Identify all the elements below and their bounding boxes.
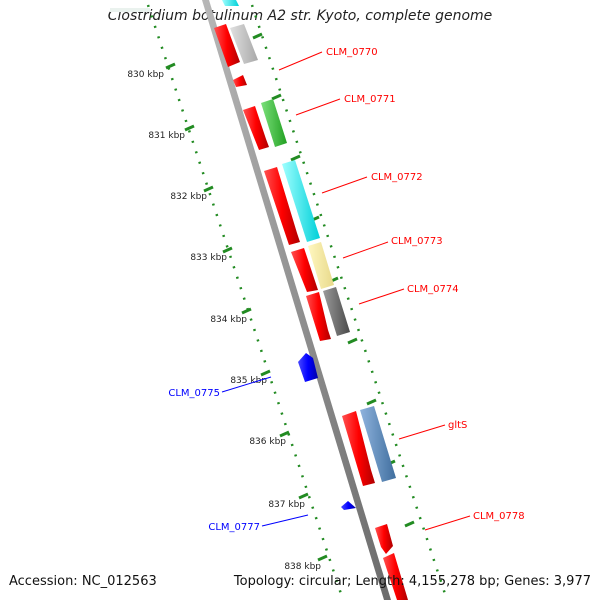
kbp-label: 831 kbp — [148, 131, 185, 141]
feature-green — [261, 99, 287, 147]
feature-gray — [323, 287, 350, 336]
cds-forward — [233, 75, 247, 87]
map-title: Clostridium botulinum A2 str. Kyoto, com… — [107, 8, 493, 24]
cds-reverse — [341, 501, 356, 510]
minor-ticks — [165, 32, 415, 562]
feature-steelblue — [360, 406, 396, 482]
kbp-label: 832 kbp — [170, 192, 207, 202]
cds-forward — [383, 553, 408, 600]
kbp-label: 833 kbp — [190, 253, 227, 263]
kbp-label: 838 kbp — [284, 562, 321, 572]
kbp-label: 835 kbp — [230, 376, 267, 386]
cds-forward — [264, 167, 300, 245]
feature-yellow — [308, 242, 334, 289]
accession-label: Accession: NC_012563 — [9, 574, 157, 589]
kbp-label: 830 kbp — [127, 70, 164, 80]
gene-label[interactable]: gltS — [448, 420, 467, 431]
cds-forward — [342, 411, 375, 486]
gene-label[interactable]: CLM_0770 — [326, 47, 378, 58]
gene-label[interactable]: CLM_0775 — [168, 388, 220, 399]
gene-label[interactable]: CLM_0774 — [407, 284, 459, 295]
kbp-label: 836 kbp — [249, 437, 286, 447]
gene-label[interactable]: CLM_0777 — [208, 522, 260, 533]
kbp-label: 834 kbp — [210, 315, 247, 325]
kbp-label: 837 kbp — [268, 500, 305, 510]
genome-stats: Topology: circular; Length: 4,155,278 bp… — [233, 574, 591, 589]
cds-forward — [291, 248, 318, 292]
cds-forward — [306, 292, 331, 341]
gene-label[interactable]: CLM_0773 — [391, 236, 443, 247]
genome-backbone — [202, 0, 391, 600]
ruler-fragment — [110, 8, 150, 12]
label-leaders — [221, 51, 471, 531]
feature-silver — [230, 24, 258, 64]
gene-label[interactable]: CLM_0772 — [371, 172, 423, 183]
cds-forward — [243, 106, 269, 150]
gene-label[interactable]: CLM_0778 — [473, 511, 525, 522]
cds-reverse — [298, 353, 318, 382]
gene-label[interactable]: CLM_0771 — [344, 94, 396, 105]
cds-forward — [375, 524, 393, 554]
feature-cyan — [282, 160, 320, 242]
cds-forward — [214, 24, 240, 67]
partial-cyan-feature — [222, 0, 239, 6]
